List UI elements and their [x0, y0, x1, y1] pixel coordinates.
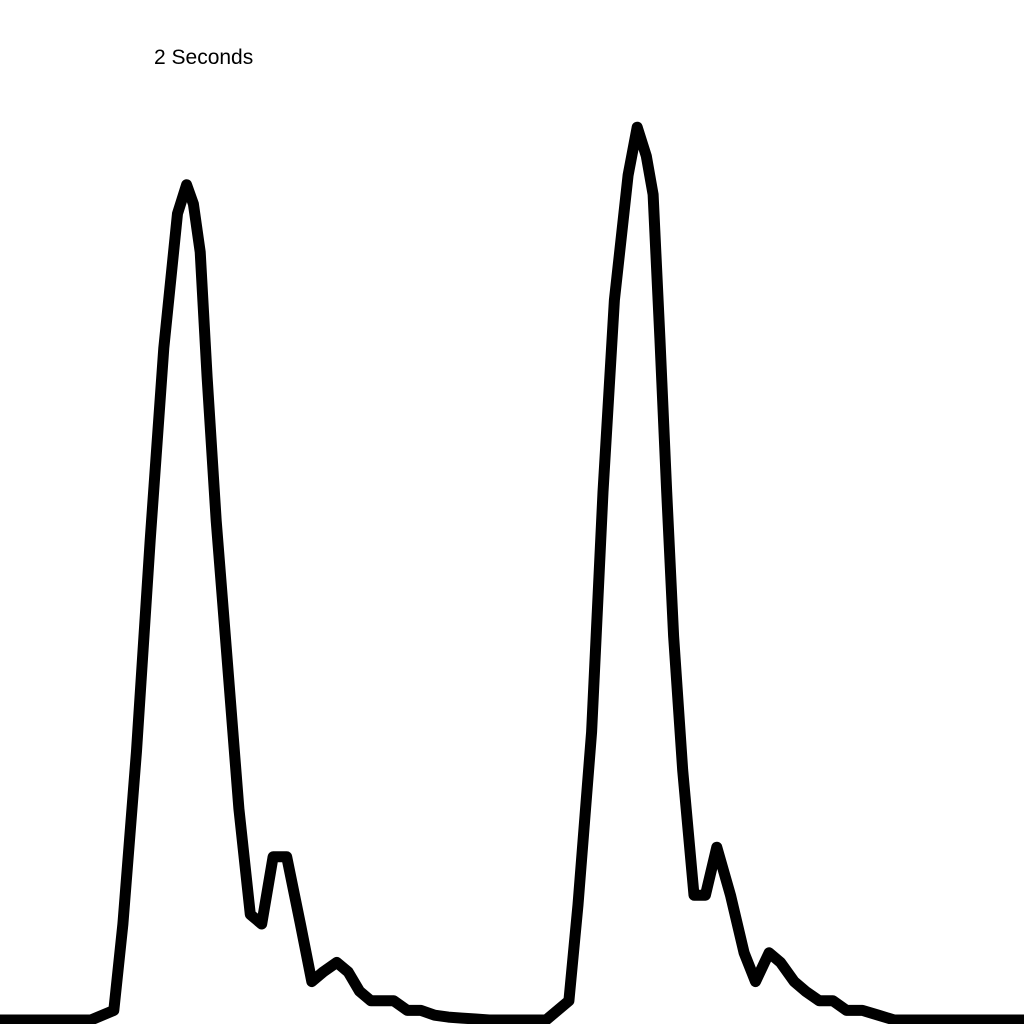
waveform-trace-0: [0, 121, 1024, 1024]
trace-layer: [0, 121, 1024, 1024]
time-scale-label: 2 Seconds: [154, 46, 254, 69]
